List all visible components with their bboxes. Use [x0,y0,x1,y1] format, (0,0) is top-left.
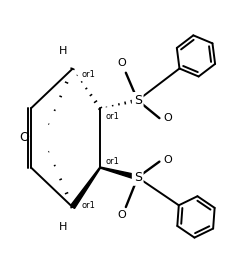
Text: or1: or1 [105,112,118,121]
Text: or1: or1 [105,157,118,166]
Text: or1: or1 [81,200,95,210]
Text: S: S [133,171,141,184]
Text: S: S [133,94,141,107]
Text: O: O [117,210,126,220]
Text: or1: or1 [81,70,95,79]
Text: O: O [163,113,171,123]
Text: O: O [19,131,29,144]
Text: O: O [163,155,171,165]
Text: H: H [58,46,67,56]
Text: O: O [117,58,126,68]
Text: H: H [58,222,67,232]
Polygon shape [70,167,100,209]
Polygon shape [100,167,138,180]
